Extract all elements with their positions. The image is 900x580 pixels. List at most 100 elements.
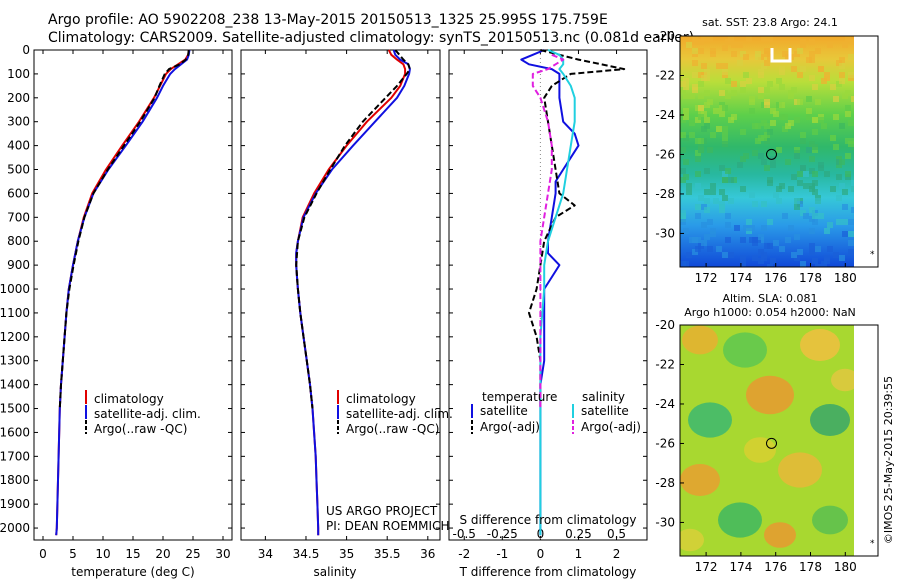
sst-pixel (701, 63, 707, 69)
sst-pixel (758, 69, 764, 75)
legend-climatology-label: climatology (94, 392, 164, 406)
sst-pixel (773, 192, 779, 198)
sst-pixel (800, 138, 806, 144)
sst-pixel (779, 69, 785, 75)
sst-pixel (704, 207, 710, 213)
sst-pixel (767, 219, 773, 225)
sst-pixel (827, 42, 833, 48)
sst-pixel (770, 120, 776, 126)
sst-pixel (764, 123, 770, 129)
sst-pixel (698, 81, 704, 87)
sst-pixel (785, 237, 791, 243)
sla-map-ticks: 172 174 176 178 180 -20 -22 -24 -26 -28 -30 (655, 318, 856, 574)
sst-pixel (698, 93, 704, 99)
sst-pixel (698, 105, 704, 111)
sst-pixel (683, 84, 689, 90)
sla-blob (764, 522, 796, 548)
sla-blob (680, 464, 720, 496)
sst-pixel (764, 102, 770, 108)
sla-blob (718, 502, 762, 538)
sst-pixel (803, 171, 809, 177)
sst-lat-tick-label: -26 (655, 147, 675, 161)
depth-tick-label: 1100 (0, 306, 30, 320)
sst-pixel (761, 255, 767, 261)
sla-blob (800, 329, 840, 361)
sst-pixel (812, 258, 818, 264)
sst-pixel (809, 51, 815, 57)
sla-map: Altim. SLA: 0.081 Argo h1000: 0.054 h200… (655, 292, 879, 574)
sst-pixel (815, 48, 821, 54)
depth-tick-label: 100 (7, 67, 30, 81)
sst-pixel (812, 213, 818, 219)
temperature-panel-frame (33, 49, 233, 541)
sst-pixel (698, 195, 704, 201)
sst-pixel (725, 78, 731, 84)
sst-pixel (734, 225, 740, 231)
sst-pixel (770, 108, 776, 114)
sst-lat-tick-label: -20 (655, 29, 675, 43)
sla-map-frame (679, 324, 879, 557)
sst-pixel (689, 93, 695, 99)
sst-map-star: * (870, 250, 875, 260)
salinity-xlabel: salinity (313, 565, 356, 579)
sst-pixel (725, 93, 731, 99)
sst-pixel (791, 252, 797, 258)
salinity-panel: 34 34.5 35 35.5 36 salinity climatology sate… (240, 49, 453, 579)
legend-s-satellite-label: satellite (581, 404, 629, 418)
sst-pixel (692, 72, 698, 78)
sst-pixel (683, 108, 689, 114)
sst-pixel (710, 231, 716, 237)
difference-x-tick-label: 0 (537, 547, 545, 561)
sst-pixel (743, 225, 749, 231)
sst-pixel (719, 90, 725, 96)
sst-pixel (746, 78, 752, 84)
temperature-x-tick-label: 0 (39, 547, 47, 561)
sst-pixel (767, 36, 773, 42)
sst-pixel (767, 129, 773, 135)
sst-pixel (839, 255, 845, 261)
legend-satellite-label: satellite-adj. clim. (346, 407, 453, 421)
sst-pixel (845, 105, 851, 111)
sst-pixel (686, 42, 692, 48)
sst-pixel (845, 171, 851, 177)
sst-pixel (842, 93, 848, 99)
sst-pixel (764, 165, 770, 171)
sst-pixel (761, 135, 767, 141)
sst-pixel (800, 165, 806, 171)
sst-pixel (728, 198, 734, 204)
sst-pixel (710, 48, 716, 54)
sst-pixel (707, 147, 713, 153)
sst-pixel (719, 201, 725, 207)
sst-pixel (758, 153, 764, 159)
sst-pixel (839, 123, 845, 129)
sla-lat-tick-label: -24 (655, 397, 675, 411)
sst-pixel (752, 237, 758, 243)
sst-pixel (740, 87, 746, 93)
sst-pixel (743, 54, 749, 60)
sst-pixel (770, 258, 776, 264)
sst-pixel (833, 144, 839, 150)
sst-pixel (719, 111, 725, 117)
sst-pixel (752, 123, 758, 129)
sst-pixel (722, 105, 728, 111)
header-line2: Climatology: CARS2009. Satellite-adjuste… (48, 30, 694, 46)
sst-pixel (812, 180, 818, 186)
sst-pixel (773, 240, 779, 246)
sst-pixel (740, 186, 746, 192)
sst-pixel (794, 198, 800, 204)
salinity-legend: climatology satellite-adj. clim. Argo(..… (337, 390, 453, 436)
sst-pixel (806, 96, 812, 102)
sst-pixel (776, 147, 782, 153)
sst-pixel (797, 171, 803, 177)
timestamp: ©IMOS 25-May-2015 20:39:55 (882, 376, 895, 544)
sst-pixel (713, 198, 719, 204)
sst-pixel (776, 78, 782, 84)
sst-pixel (797, 48, 803, 54)
sst-pixel (812, 84, 818, 90)
depth-tick-labels: 0 100 200 300 400 500 600 700 800 900 1000 1100 1200… (0, 43, 30, 535)
depth-tick-label: 1400 (0, 378, 30, 392)
sst-pixel (749, 96, 755, 102)
sst-lat-tick-label: -22 (655, 68, 675, 82)
sst-map-title: sat. SST: 23.8 Argo: 24.1 (702, 16, 838, 29)
